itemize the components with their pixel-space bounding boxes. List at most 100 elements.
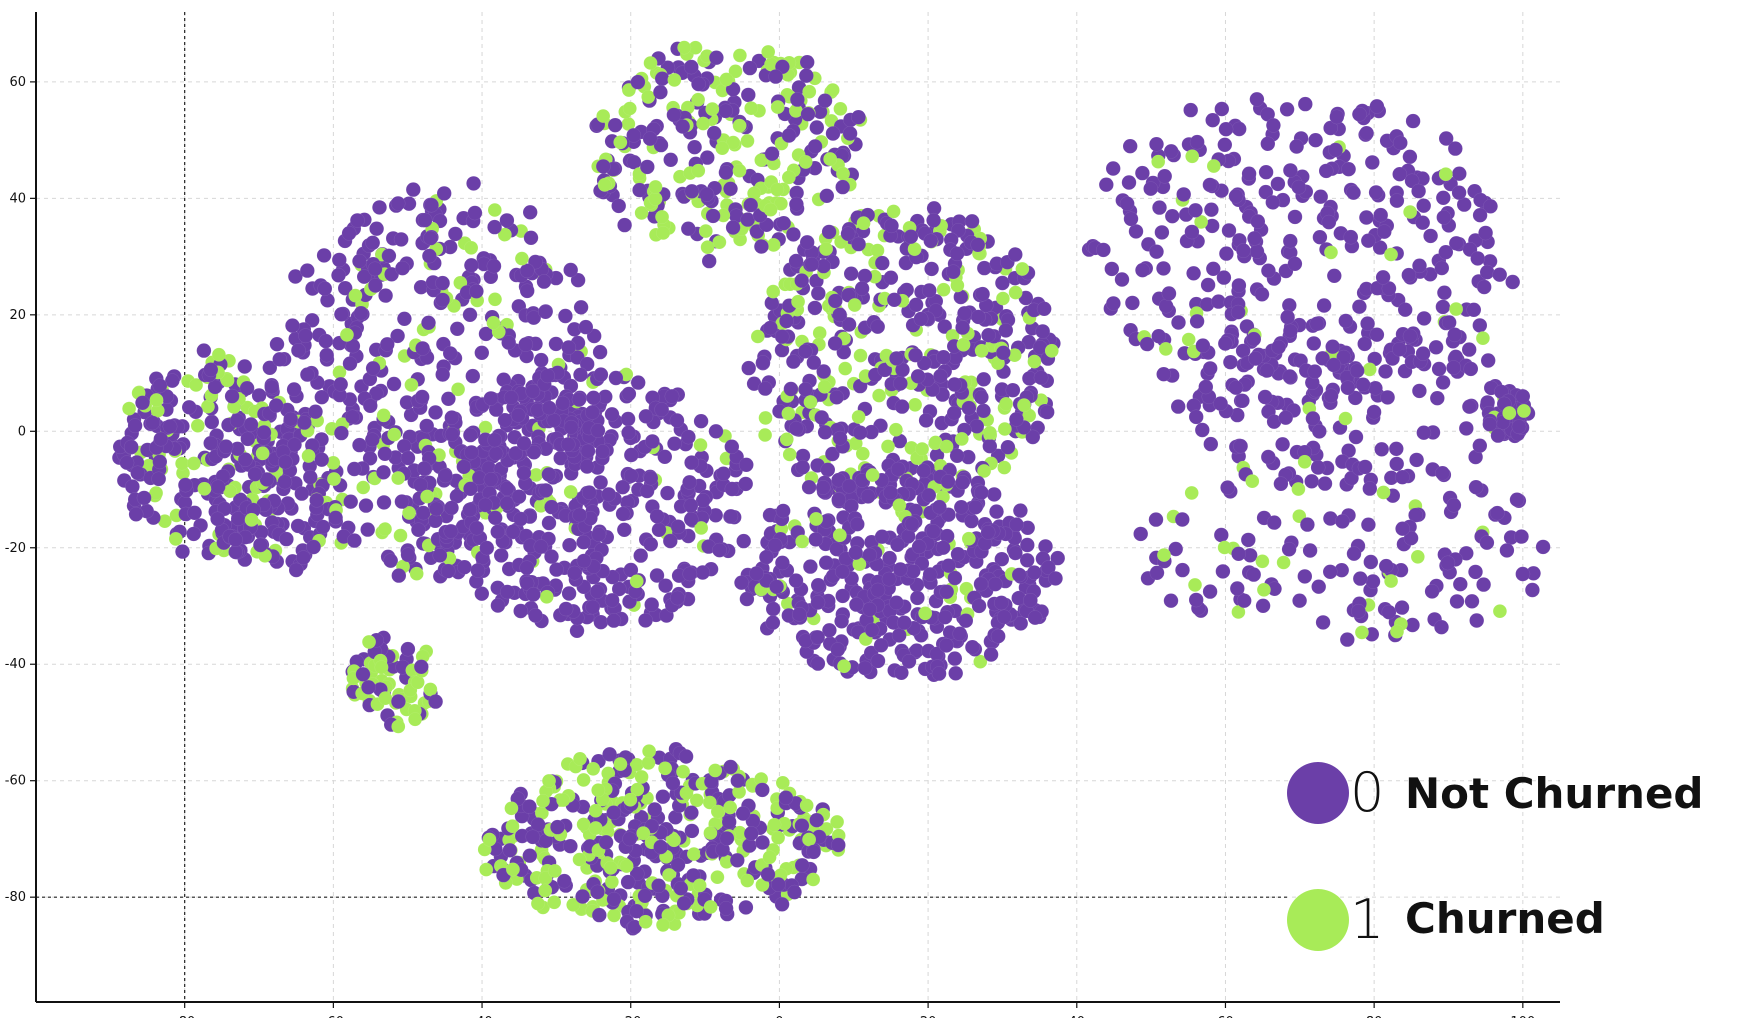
not-churned-point <box>676 895 692 911</box>
not-churned-point <box>810 285 826 301</box>
churned-point <box>771 830 786 845</box>
not-churned-point <box>1231 121 1247 137</box>
not-churned-point <box>718 165 734 180</box>
churned-point <box>658 761 673 776</box>
not-churned-point <box>540 368 556 384</box>
not-churned-point <box>1217 336 1233 351</box>
not-churned-point <box>519 575 535 591</box>
not-churned-point <box>239 380 255 396</box>
not-churned-point <box>474 586 490 602</box>
not-churned-point <box>1188 409 1204 425</box>
not-churned-point <box>1282 369 1298 384</box>
not-churned-point <box>864 622 880 638</box>
not-churned-point <box>814 410 830 425</box>
churned-point <box>572 751 588 766</box>
churned-point <box>703 899 718 914</box>
churned-point <box>766 284 781 299</box>
churned-point <box>1217 540 1232 555</box>
y-tick-label: 40 <box>9 191 26 206</box>
not-churned-point <box>706 125 722 141</box>
not-churned-point <box>1397 302 1413 318</box>
churned-point <box>643 55 658 71</box>
not-churned-point <box>721 814 737 830</box>
churned-point <box>977 463 992 479</box>
not-churned-point <box>723 181 738 197</box>
not-churned-point <box>1229 581 1245 596</box>
not-churned-point <box>957 305 972 321</box>
not-churned-point <box>931 499 947 515</box>
not-churned-point <box>417 212 433 228</box>
not-churned-point <box>644 433 660 449</box>
y-tick-label: 20 <box>9 308 26 323</box>
not-churned-point <box>1158 298 1174 314</box>
not-churned-point <box>464 444 479 460</box>
not-churned-point <box>299 263 315 279</box>
not-churned-point <box>470 562 486 578</box>
not-churned-point <box>243 417 259 432</box>
not-churned-point <box>630 375 646 391</box>
not-churned-point <box>519 263 535 279</box>
not-churned-point <box>390 195 406 211</box>
not-churned-point <box>926 212 942 228</box>
not-churned-point <box>785 354 801 370</box>
not-churned-point <box>468 283 484 299</box>
not-churned-point <box>870 319 886 335</box>
not-churned-point <box>852 425 868 441</box>
not-churned-point <box>1222 354 1238 370</box>
not-churned-point <box>228 532 243 548</box>
not-churned-point <box>693 413 709 429</box>
churned-point <box>1297 454 1312 469</box>
churned-point <box>1245 474 1260 489</box>
not-churned-point <box>538 482 554 498</box>
not-churned-point <box>1440 555 1456 571</box>
not-churned-point <box>1231 546 1247 562</box>
not-churned-point <box>290 518 306 534</box>
not-churned-point <box>423 230 439 246</box>
not-churned-point <box>1220 480 1236 496</box>
not-churned-point <box>830 837 846 853</box>
churned-point <box>211 347 226 362</box>
not-churned-point <box>816 364 832 379</box>
not-churned-point <box>1309 316 1325 332</box>
not-churned-point <box>1164 208 1180 224</box>
legend-label: Not Churned <box>1405 769 1704 818</box>
not-churned-point <box>789 92 805 108</box>
not-churned-point <box>1203 436 1219 452</box>
not-churned-point <box>304 312 320 328</box>
not-churned-point <box>691 76 706 92</box>
not-churned-point <box>964 639 980 655</box>
churned-point <box>655 209 670 224</box>
not-churned-point <box>1351 299 1367 315</box>
not-churned-point <box>1011 567 1027 583</box>
not-churned-point <box>153 431 169 447</box>
churned-point <box>809 511 824 526</box>
not-churned-point <box>290 342 306 358</box>
not-churned-point <box>1357 336 1373 352</box>
not-churned-point <box>513 511 529 527</box>
churned-point <box>547 863 562 878</box>
not-churned-point <box>764 146 780 162</box>
not-churned-point <box>601 486 617 502</box>
churned-point <box>954 431 969 446</box>
not-churned-point <box>718 900 734 916</box>
not-churned-point <box>585 599 601 615</box>
not-churned-point <box>405 182 421 198</box>
not-churned-point <box>623 447 639 463</box>
not-churned-point <box>1098 177 1114 193</box>
not-churned-point <box>651 878 667 894</box>
not-churned-point <box>953 499 969 515</box>
not-churned-point <box>1411 383 1427 399</box>
not-churned-point <box>738 457 754 473</box>
not-churned-point <box>1434 260 1450 276</box>
not-churned-point <box>729 852 745 868</box>
legend-code: 1 <box>1350 888 1384 951</box>
not-churned-point <box>687 139 703 155</box>
not-churned-point <box>1470 250 1486 266</box>
not-churned-point <box>874 529 890 545</box>
churned-point <box>1492 604 1507 619</box>
not-churned-point <box>1334 513 1350 529</box>
churned-point <box>666 833 682 848</box>
not-churned-point <box>1149 565 1165 581</box>
not-churned-point <box>1188 592 1204 608</box>
not-churned-point <box>644 597 660 613</box>
